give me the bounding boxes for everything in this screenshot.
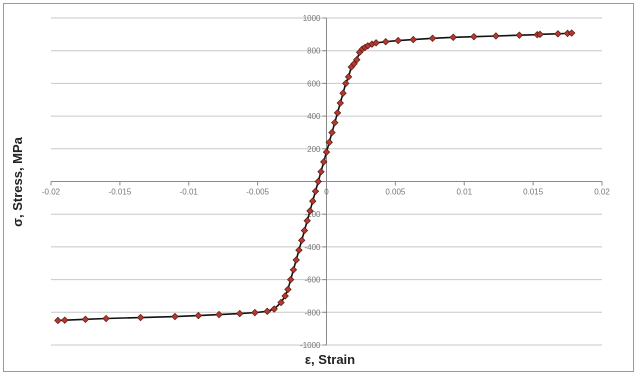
- data-point-marker: [372, 39, 380, 47]
- data-point-marker: [382, 38, 390, 46]
- data-point-marker: [353, 55, 361, 64]
- data-point-marker: [409, 35, 417, 44]
- y-tick-label: -800: [304, 308, 321, 317]
- data-point-marker: [331, 118, 339, 127]
- data-point-marker: [298, 236, 306, 245]
- data-point-marker: [270, 305, 278, 313]
- y-tick-label: -1000: [300, 341, 321, 350]
- data-point-marker: [236, 309, 244, 318]
- data-point-marker: [251, 308, 259, 317]
- x-tick-label: -0.005: [246, 188, 269, 197]
- data-point-marker: [333, 109, 342, 117]
- x-tick-label: 0.015: [523, 188, 544, 197]
- data-point-marker: [317, 167, 325, 176]
- x-tick-label: -0.02: [42, 188, 61, 197]
- x-tick-label: 0.005: [385, 188, 406, 197]
- data-point-marker: [342, 79, 350, 88]
- data-point-marker: [81, 315, 90, 324]
- data-point-marker: [536, 30, 544, 39]
- data-point-marker: [449, 33, 457, 41]
- x-tick-label: -0.015: [109, 188, 132, 197]
- data-point-marker: [277, 298, 285, 307]
- chart-frame: -0.02 -0.015 -0.01 -0.005 0 0.005 0.01 0.015 0.0…: [3, 3, 634, 372]
- data-point-marker: [311, 187, 320, 196]
- y-axis-title: σ, Stress, MPa: [10, 136, 25, 227]
- x-tick-label: 0.02: [594, 188, 610, 197]
- data-point-marker: [492, 32, 500, 40]
- data-point-marker: [568, 29, 576, 37]
- data-point-marker: [102, 314, 110, 323]
- data-point-marker: [306, 207, 314, 215]
- data-point-marker: [300, 226, 309, 235]
- x-tick-label: 0.01: [456, 188, 472, 197]
- data-point-marker: [554, 30, 562, 38]
- data-point-marker: [136, 313, 145, 322]
- data-point-marker: [171, 312, 179, 321]
- x-tick-label: -0.01: [180, 188, 199, 197]
- data-point-marker: [322, 148, 331, 156]
- y-tick-label: 1000: [303, 14, 321, 23]
- data-point-marker: [281, 292, 289, 300]
- marker-layer: [54, 29, 576, 325]
- tick-label-layer: -0.02 -0.015 -0.01 -0.005 0 0.005 0.01 0.015 0.0…: [42, 14, 610, 350]
- data-point-marker: [328, 128, 336, 137]
- data-point-marker: [314, 177, 322, 186]
- data-point-marker: [325, 138, 333, 146]
- data-point-marker: [215, 310, 223, 319]
- data-point-marker: [295, 246, 303, 254]
- data-point-marker: [394, 36, 402, 45]
- y-tick-label: 400: [307, 112, 321, 121]
- data-point-marker: [470, 32, 478, 41]
- x-tick-label: 0: [324, 188, 329, 197]
- y-tick-label: -600: [304, 276, 321, 285]
- data-point-marker: [194, 311, 203, 320]
- data-point-marker: [515, 31, 524, 39]
- y-tick-label: -200: [304, 210, 321, 219]
- y-tick-label: 800: [307, 47, 321, 56]
- y-tick-label: -400: [304, 243, 321, 252]
- data-point-marker: [336, 99, 344, 107]
- data-point-marker: [61, 316, 69, 324]
- data-point-marker: [286, 275, 295, 284]
- data-point-marker: [428, 34, 437, 42]
- data-point-marker: [303, 217, 311, 225]
- data-point-marker: [289, 266, 298, 274]
- y-tick-label: 200: [307, 145, 321, 154]
- data-point-marker: [263, 307, 271, 316]
- stress-strain-chart: -0.02 -0.015 -0.01 -0.005 0 0.005 0.01 0.015 0.0…: [10, 14, 610, 367]
- data-point-marker: [344, 73, 353, 81]
- data-point-marker: [54, 316, 62, 325]
- data-point-marker: [292, 256, 300, 264]
- x-axis-title: ε, Strain: [305, 352, 355, 367]
- y-tick-label: 600: [307, 79, 321, 88]
- data-point-marker: [284, 285, 292, 294]
- data-point-marker: [320, 158, 328, 166]
- data-point-marker: [339, 89, 347, 97]
- data-point-marker: [309, 197, 317, 205]
